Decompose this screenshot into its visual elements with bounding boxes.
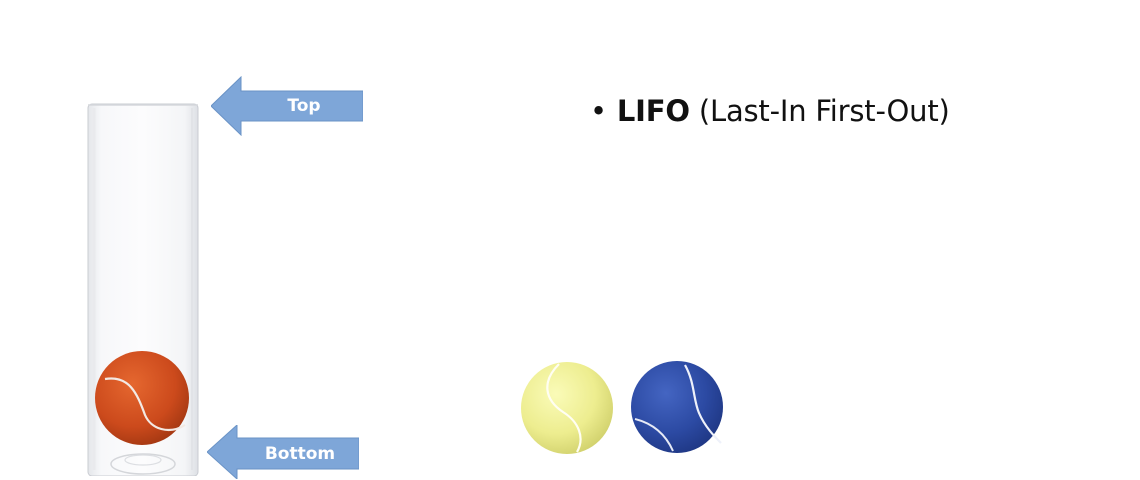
bullet-marker: • xyxy=(590,94,607,128)
lifo-bullet: • LIFO (Last-In First-Out) xyxy=(590,94,950,128)
bottom-arrow: Bottom xyxy=(207,425,359,479)
bullet-term: LIFO xyxy=(616,94,690,128)
top-arrow-label: Top xyxy=(287,96,321,116)
bottom-arrow-label: Bottom xyxy=(264,443,336,464)
bullet-description: (Last-In First-Out) xyxy=(698,94,950,128)
red-tennis-ball xyxy=(93,349,191,447)
blue-tennis-ball xyxy=(629,359,725,455)
top-arrow: Top xyxy=(211,76,363,136)
yellow-tennis-ball xyxy=(519,360,615,456)
